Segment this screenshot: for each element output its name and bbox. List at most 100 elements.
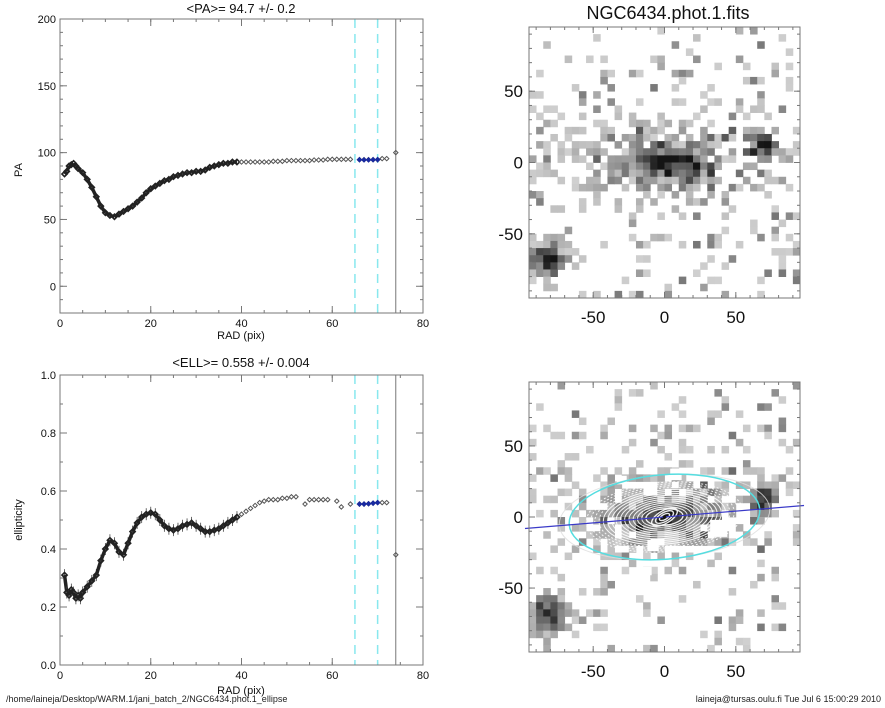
isophote-image-pixel <box>771 495 779 504</box>
galaxy-image-pixel <box>757 183 765 192</box>
isophote-image-pixel <box>671 509 680 518</box>
galaxy-image-pixel <box>657 141 665 149</box>
galaxy-image-pixel <box>778 255 787 263</box>
isophote-image-pixel <box>721 396 730 404</box>
galaxy-image-pixel <box>714 155 722 163</box>
galaxy-image-pixel <box>635 133 644 142</box>
isophote-image-pixel <box>778 623 787 632</box>
isophote-image-pixel <box>757 502 765 511</box>
isophote-image-pixel <box>571 524 580 532</box>
galaxy-image-pixel <box>685 176 694 185</box>
isophote-image-pixel <box>571 545 580 553</box>
galaxy-image-pixel <box>750 183 758 192</box>
isophote-image-pixel <box>621 495 630 504</box>
isophote-image-pixel <box>792 481 801 489</box>
galaxy-image-pixel <box>714 133 722 142</box>
galaxy-image: NGC6434.phot.1.fits -50 0 50 50 0 -50 <box>498 3 801 327</box>
isophote-image-pixel <box>536 566 544 575</box>
isophote-image-pixel <box>721 445 730 454</box>
ellipticity-plot-data-point <box>151 510 160 518</box>
isophote-image-pixel <box>742 467 751 475</box>
isophote-image-pixel <box>550 623 558 632</box>
galaxy-image-pixel <box>750 141 758 149</box>
galaxy-image-pixel <box>607 155 615 163</box>
isophote-image-pixel <box>529 474 537 482</box>
isophote-image-pixel <box>685 509 694 518</box>
galaxy-image-pixel <box>628 169 637 178</box>
galaxy-image-pixel <box>657 55 665 64</box>
galaxy-image-pixel <box>742 162 751 171</box>
galaxy-image-pixel <box>529 91 537 99</box>
pa-plot-data-segment <box>145 187 152 195</box>
galaxy-image-pixel <box>550 105 558 113</box>
isophote-image-pixel <box>664 424 673 433</box>
galaxy-image-pixel <box>600 69 608 78</box>
isophote-image-pixel <box>714 552 722 561</box>
galaxy-image-pixel <box>529 269 537 277</box>
galaxy-image-pixel <box>529 255 537 263</box>
galaxy-image-pixel <box>757 41 765 49</box>
isophote-image-pixel <box>657 552 665 561</box>
isophote-image-pixel <box>543 609 551 617</box>
galaxy-image-pixel <box>557 148 566 156</box>
pa-plot-data-point <box>379 155 386 162</box>
galaxy-image-pixel <box>714 62 722 71</box>
isophote-image-pixel <box>614 467 623 475</box>
pa-plot-fit-point <box>356 156 363 163</box>
pa-plot-data-point <box>265 159 272 165</box>
isophote-image-pixel <box>707 559 715 568</box>
isophote-image-pixel <box>529 623 537 632</box>
galaxy-image-pixel <box>657 155 665 163</box>
ellipticity-plot-data-point <box>392 551 399 558</box>
isophote-image-pixel <box>693 509 701 518</box>
galaxy-image-pixel <box>635 169 644 178</box>
isophote-ellipse <box>658 512 671 522</box>
galaxy-center-marker <box>663 515 666 519</box>
galaxy-image-pixel <box>721 226 730 235</box>
galaxy-image-pixel <box>536 112 544 121</box>
galaxy-image-pixel <box>635 240 644 249</box>
isophote-image-pixel <box>600 588 608 596</box>
isophote-image-pixel <box>671 488 680 497</box>
isophote-image-pixel <box>728 509 737 518</box>
galaxy-image-pixel <box>529 191 537 199</box>
isophote-image-pixel <box>771 488 779 497</box>
isophote-image-pixel <box>536 403 544 411</box>
galaxy-image-pixel <box>593 198 601 206</box>
galaxy-image-pixel <box>543 269 551 277</box>
ellipticity-plot-data-point <box>243 508 249 515</box>
galaxy-image-pixel <box>614 162 623 171</box>
isophote-image-pixel <box>671 559 680 568</box>
isophote-image-pixel <box>578 488 587 497</box>
galaxy-image-pixel <box>728 205 737 213</box>
galaxy-image-pixel <box>685 133 694 142</box>
pa-plot-fit-point <box>361 156 367 163</box>
galaxy-image-pixel <box>742 62 751 71</box>
isophote-image-pixel <box>635 460 644 468</box>
galaxy-image-pixel <box>607 169 615 178</box>
galaxy-image-pixel <box>700 262 708 270</box>
galaxy-image-pixel <box>757 133 765 142</box>
galaxy-image-pixel <box>735 55 744 64</box>
isophote-image-pixel <box>529 495 537 504</box>
isophote-image-pixel <box>693 538 701 546</box>
isophote-image-pixel <box>764 403 772 411</box>
isophote-image-pixel <box>657 410 665 418</box>
galaxy-image-pixel <box>614 169 623 178</box>
isophote-image-pixel <box>650 474 658 482</box>
galaxy-image-pixel <box>707 276 715 285</box>
isophote-image-pixel <box>657 616 665 624</box>
galaxy-image-pixel <box>735 169 744 178</box>
galaxy-image-pixel <box>700 283 708 292</box>
isophote-image-pixel <box>707 467 715 475</box>
galaxy-image-pixel <box>571 148 580 156</box>
isophote-image-pixel <box>657 502 665 511</box>
galaxy-image-pixel <box>707 191 715 199</box>
ellipticity-plot-frame <box>59 374 424 666</box>
isophote-image-pixel <box>543 630 551 639</box>
isophote-image-pixel <box>685 517 694 525</box>
isophote-image-pixel <box>550 602 558 610</box>
isophote-image-pixel <box>543 602 551 610</box>
ellipticity-plot-ytick-label: 1.0 <box>41 370 56 382</box>
isophote-image-pixel <box>757 424 765 433</box>
